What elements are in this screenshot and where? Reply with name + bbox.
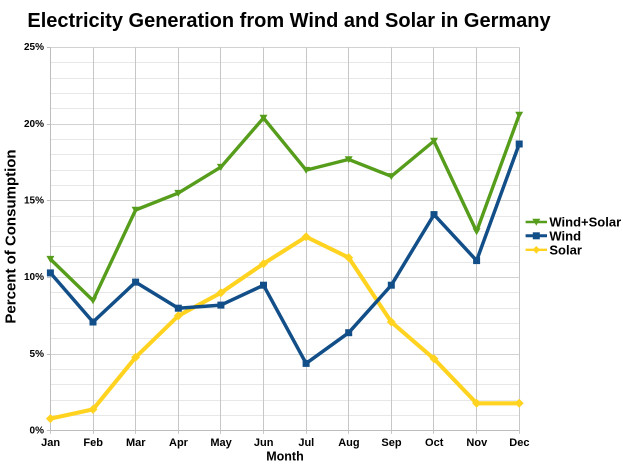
- svg-text:Feb: Feb: [83, 437, 103, 449]
- svg-text:Wind: Wind: [549, 228, 581, 243]
- svg-text:Month: Month: [266, 450, 303, 464]
- svg-text:Dec: Dec: [509, 437, 529, 449]
- svg-text:10%: 10%: [24, 272, 44, 283]
- svg-text:Oct: Oct: [425, 437, 444, 449]
- svg-text:Apr: Apr: [169, 437, 189, 449]
- svg-text:Wind+Solar: Wind+Solar: [549, 215, 621, 230]
- svg-text:0%: 0%: [30, 426, 45, 437]
- svg-text:Nov: Nov: [466, 437, 488, 449]
- svg-text:Mar: Mar: [126, 437, 146, 449]
- svg-text:Aug: Aug: [338, 437, 359, 449]
- svg-text:Solar: Solar: [549, 242, 582, 257]
- svg-text:Jan: Jan: [41, 437, 60, 449]
- svg-text:Percent of Consumption: Percent of Consumption: [3, 149, 20, 323]
- svg-text:Jul: Jul: [298, 437, 314, 449]
- svg-text:Jun: Jun: [254, 437, 274, 449]
- svg-text:15%: 15%: [24, 196, 44, 207]
- svg-text:25%: 25%: [24, 42, 44, 53]
- svg-text:20%: 20%: [24, 119, 44, 130]
- svg-text:Sep: Sep: [381, 437, 401, 449]
- svg-text:Electricity Generation from Wi: Electricity Generation from Wind and Sol…: [27, 10, 551, 32]
- svg-text:May: May: [210, 437, 232, 449]
- svg-text:5%: 5%: [30, 349, 45, 360]
